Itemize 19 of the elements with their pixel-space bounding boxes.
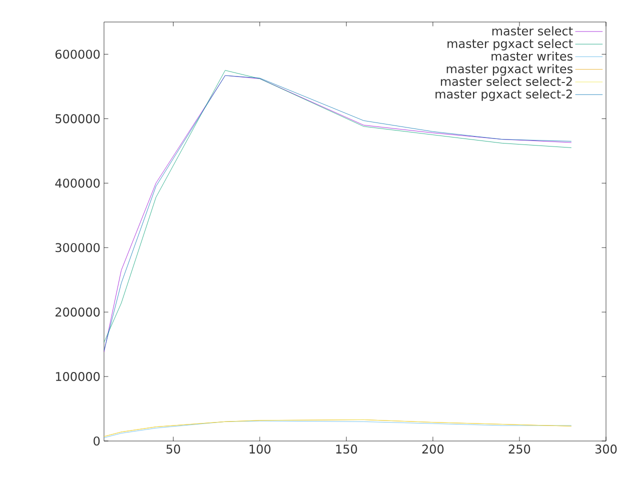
y-tick-label: 600000 — [55, 50, 100, 59]
x-tick-label: 50 — [166, 444, 180, 454]
x-tick-label: 250 — [508, 444, 530, 454]
x-tick-label: 200 — [422, 444, 444, 454]
legend-label: master pgxact select — [448, 38, 573, 50]
legend-label: master pgxact writes — [446, 64, 572, 76]
legend-label: master writes — [492, 51, 572, 61]
y-tick-label: 300000 — [56, 243, 100, 252]
legend-label: master select — [492, 26, 573, 36]
x-tick-label: 150 — [336, 444, 357, 454]
y-tick-label: 400000 — [55, 178, 100, 188]
y-tick-label: 200000 — [56, 308, 100, 317]
legend-label: master pgxact select-2 — [436, 89, 572, 101]
y-tick-label: 500000 — [56, 114, 100, 124]
y-tick-label: 100000 — [56, 372, 100, 382]
legend-label: master select select-2 — [440, 76, 572, 86]
x-tick-label: 100 — [250, 444, 270, 454]
x-tick-label: 300 — [595, 444, 617, 454]
y-tick-label: 0 — [94, 436, 100, 446]
